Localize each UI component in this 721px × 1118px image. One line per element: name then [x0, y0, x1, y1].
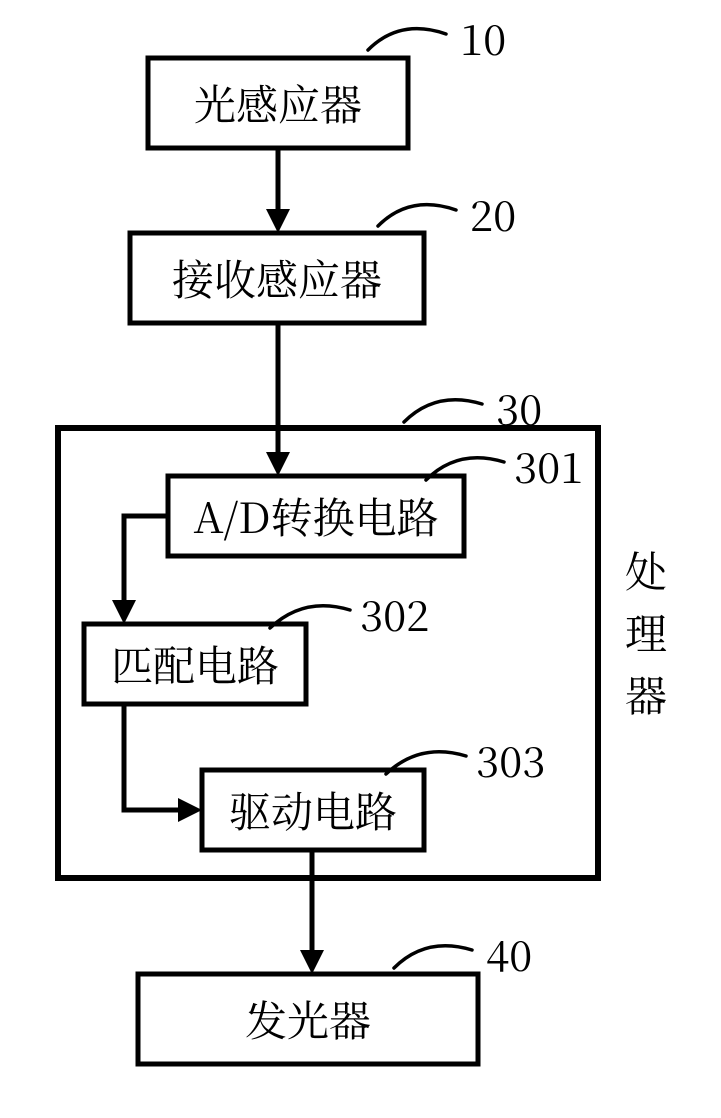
block-label-n301: A/D转换电路 [193, 486, 438, 546]
edge-n10-n20 [266, 148, 290, 233]
block-label-n303: 驱动电路 [229, 780, 397, 840]
block-label-n20: 接收感应器 [172, 248, 382, 308]
block-label-n10: 光感应器 [194, 73, 362, 133]
ref-n20: 20 [470, 184, 516, 244]
ref-n40: 40 [486, 924, 532, 984]
processor-side-label-char: 理 [625, 602, 667, 662]
block-label-n40: 发光器 [245, 989, 371, 1049]
edge-n20-n301 [266, 323, 290, 476]
ref-n301: 301 [514, 436, 583, 496]
ref-n302: 302 [360, 584, 429, 644]
block-label-n302: 匹配电路 [111, 634, 279, 694]
ref-n10: 10 [460, 8, 506, 68]
ref-n30: 30 [496, 378, 542, 438]
processor-side-label-char: 器 [625, 664, 667, 724]
processor-side-label-char: 处 [625, 540, 667, 600]
ref-n303: 303 [476, 730, 545, 790]
